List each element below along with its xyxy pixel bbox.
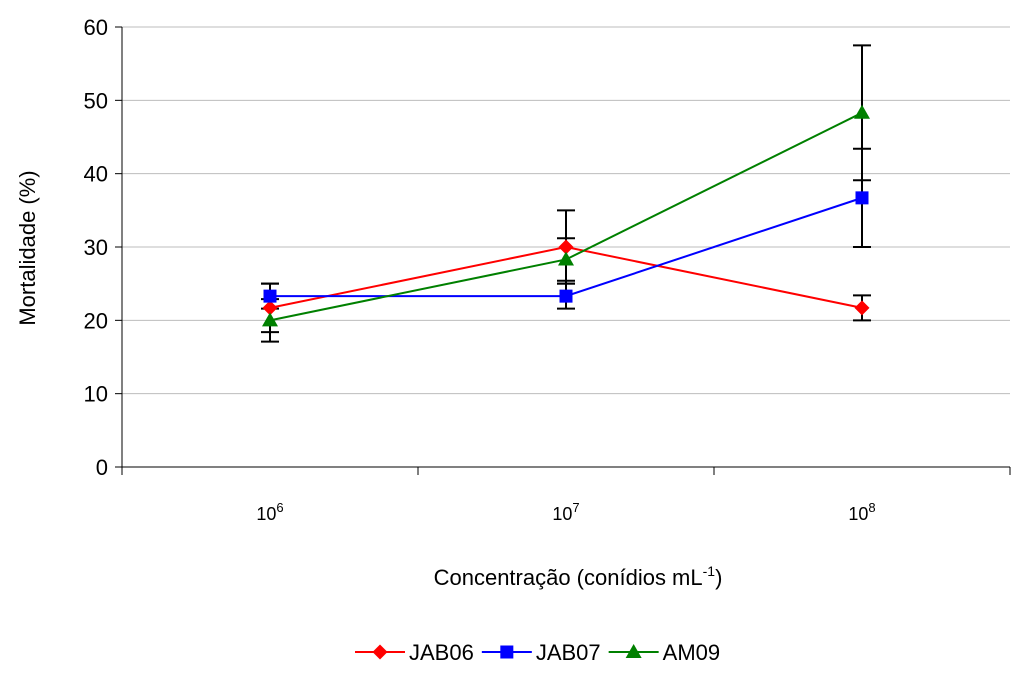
y-tick-label: 50: [84, 88, 108, 113]
series-group: [261, 44, 871, 343]
data-point-jab06: [854, 300, 870, 316]
x-axis-label: Concentração (conídios mL-1): [434, 563, 723, 590]
legend: JAB06 JAB07 AM09: [355, 640, 720, 665]
y-tick-label: 0: [96, 455, 108, 480]
legend-label: JAB07: [536, 640, 601, 665]
legend-marker: [500, 645, 514, 659]
data-point-jab07: [263, 289, 277, 303]
y-tick-label: 10: [84, 382, 108, 407]
y-tick-label: 20: [84, 308, 108, 333]
x-axis-label-sup: -1: [703, 563, 716, 579]
x-tick-label: 106: [256, 500, 283, 524]
x-tick-labels: 106 107 108: [256, 500, 875, 524]
y-tick-label: 60: [84, 15, 108, 40]
data-point-am09: [854, 104, 870, 119]
data-point-jab06: [558, 239, 574, 255]
x-tick-label: 108: [848, 500, 875, 524]
data-point-jab07: [855, 191, 869, 205]
x-tick-label-exponent: 8: [868, 500, 875, 515]
x-tick-label-exponent: 7: [572, 500, 579, 515]
data-point-am09: [262, 312, 278, 327]
x-tick-label-base: 10: [848, 504, 868, 524]
legend-marker: [372, 644, 388, 660]
y-tick-label: 40: [84, 162, 108, 187]
x-axis-label-main: Concentração (conídios mL: [434, 565, 703, 590]
data-point-am09: [558, 251, 574, 266]
x-axis-label-suffix: ): [715, 565, 722, 590]
x-tick-label-base: 10: [552, 504, 572, 524]
x-tick-label-base: 10: [256, 504, 276, 524]
y-axis-label: Mortalidade (%): [15, 170, 40, 325]
y-tick-label: 30: [84, 235, 108, 260]
legend-label: JAB06: [409, 640, 474, 665]
x-tick-label: 107: [552, 500, 579, 524]
legend-marker: [625, 644, 642, 658]
data-point-jab06: [262, 300, 278, 316]
x-tick-label-exponent: 6: [276, 500, 283, 515]
axes: [115, 26, 1011, 475]
legend-label: AM09: [663, 640, 720, 665]
y-tick-labels: 0 10 20 30 40 50 60: [84, 15, 108, 480]
data-point-jab07: [559, 289, 573, 303]
